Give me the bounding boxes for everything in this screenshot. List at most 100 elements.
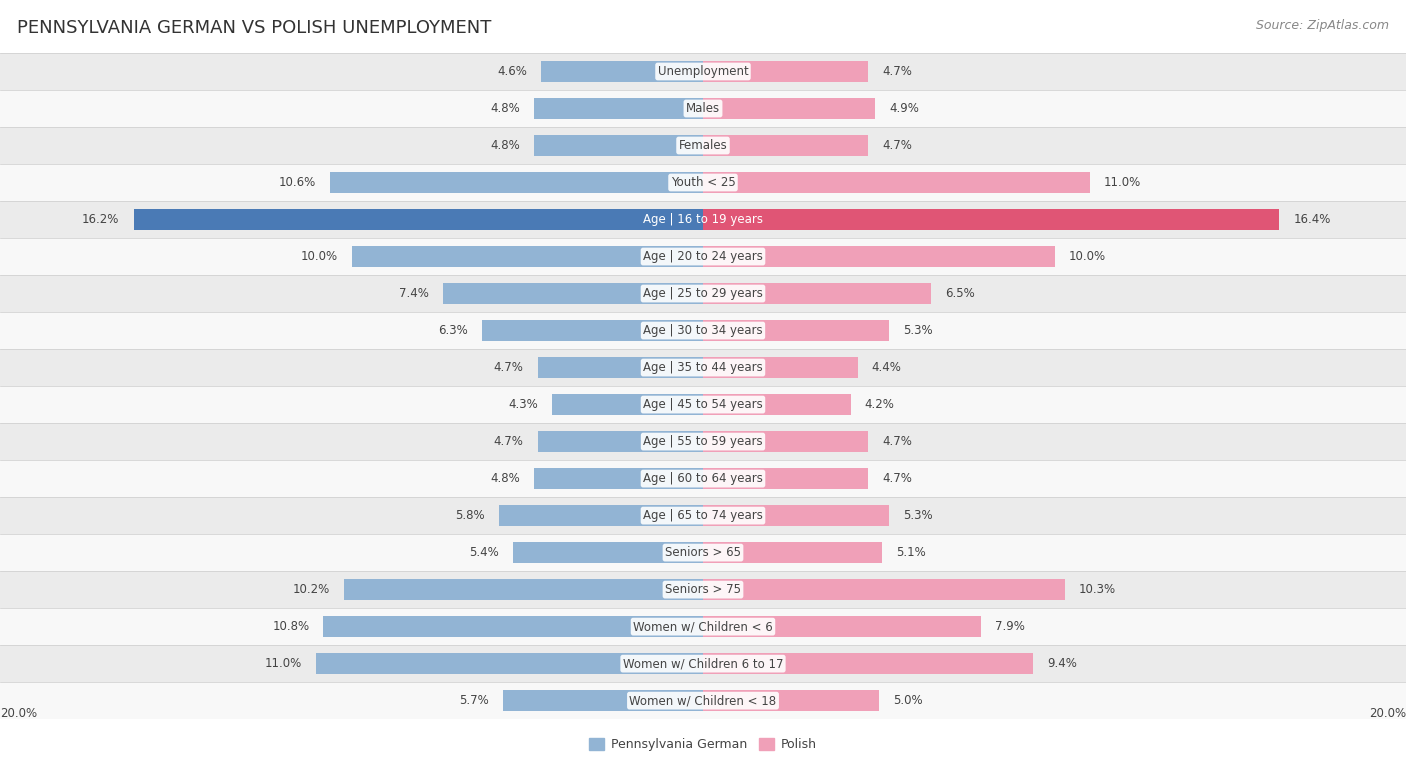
Bar (344, 579, 703, 600)
Text: 10.0%: 10.0% (1069, 250, 1105, 263)
Bar (0, 460, 1406, 497)
Text: Age | 35 to 44 years: Age | 35 to 44 years (643, 361, 763, 374)
Text: 10.0%: 10.0% (301, 250, 337, 263)
Text: Males: Males (686, 102, 720, 115)
Bar (703, 136, 869, 156)
Bar (503, 690, 703, 711)
Text: 11.0%: 11.0% (1104, 176, 1140, 189)
Bar (443, 283, 703, 304)
Bar (330, 173, 703, 193)
Bar (703, 98, 875, 119)
Bar (703, 616, 981, 637)
Text: 4.7%: 4.7% (883, 139, 912, 152)
Text: 4.8%: 4.8% (491, 472, 520, 485)
Text: Unemployment: Unemployment (658, 65, 748, 78)
Text: 4.9%: 4.9% (890, 102, 920, 115)
Bar (534, 98, 703, 119)
Text: 11.0%: 11.0% (266, 657, 302, 670)
Text: 4.7%: 4.7% (883, 65, 912, 78)
Bar (703, 653, 1033, 674)
Bar (0, 645, 1406, 682)
Text: PENNSYLVANIA GERMAN VS POLISH UNEMPLOYMENT: PENNSYLVANIA GERMAN VS POLISH UNEMPLOYME… (17, 19, 491, 37)
Bar (703, 246, 1054, 266)
Text: Women w/ Children 6 to 17: Women w/ Children 6 to 17 (623, 657, 783, 670)
Text: 10.6%: 10.6% (280, 176, 316, 189)
Bar (703, 579, 1066, 600)
Text: 16.2%: 16.2% (82, 213, 120, 226)
Bar (481, 320, 703, 341)
Text: 20.0%: 20.0% (0, 707, 37, 720)
Text: Women w/ Children < 6: Women w/ Children < 6 (633, 620, 773, 633)
Text: 5.7%: 5.7% (458, 694, 489, 707)
Text: Age | 45 to 54 years: Age | 45 to 54 years (643, 398, 763, 411)
Bar (703, 357, 858, 378)
Text: 9.4%: 9.4% (1047, 657, 1077, 670)
Text: Youth < 25: Youth < 25 (671, 176, 735, 189)
Text: 4.8%: 4.8% (491, 139, 520, 152)
Bar (703, 61, 869, 82)
Text: 10.8%: 10.8% (273, 620, 309, 633)
Text: Source: ZipAtlas.com: Source: ZipAtlas.com (1256, 19, 1389, 32)
Bar (0, 497, 1406, 534)
Bar (534, 136, 703, 156)
Text: 6.5%: 6.5% (945, 287, 976, 300)
Text: Seniors > 65: Seniors > 65 (665, 546, 741, 559)
Text: 4.7%: 4.7% (494, 361, 524, 374)
Text: 20.0%: 20.0% (1369, 707, 1406, 720)
Text: 5.3%: 5.3% (904, 509, 934, 522)
Text: 6.3%: 6.3% (437, 324, 467, 337)
Bar (551, 394, 703, 415)
Bar (0, 386, 1406, 423)
Bar (0, 90, 1406, 127)
Bar (0, 349, 1406, 386)
Text: 5.3%: 5.3% (904, 324, 934, 337)
Text: 5.4%: 5.4% (470, 546, 499, 559)
Text: 5.1%: 5.1% (897, 546, 927, 559)
Bar (0, 164, 1406, 201)
Text: 4.3%: 4.3% (508, 398, 537, 411)
Text: 4.7%: 4.7% (494, 435, 524, 448)
Bar (541, 61, 703, 82)
Bar (534, 469, 703, 489)
Bar (0, 127, 1406, 164)
Bar (0, 534, 1406, 571)
Text: 5.8%: 5.8% (456, 509, 485, 522)
Text: 4.7%: 4.7% (883, 472, 912, 485)
Bar (703, 394, 851, 415)
Bar (703, 469, 869, 489)
Text: 4.7%: 4.7% (883, 435, 912, 448)
Text: 4.2%: 4.2% (865, 398, 894, 411)
Bar (0, 608, 1406, 645)
Bar (323, 616, 703, 637)
Bar (316, 653, 703, 674)
Bar (513, 543, 703, 562)
Text: Age | 60 to 64 years: Age | 60 to 64 years (643, 472, 763, 485)
Bar (0, 275, 1406, 312)
Text: 4.4%: 4.4% (872, 361, 901, 374)
Text: 7.9%: 7.9% (995, 620, 1025, 633)
Bar (0, 53, 1406, 90)
Text: 10.2%: 10.2% (294, 583, 330, 596)
Text: 10.3%: 10.3% (1080, 583, 1116, 596)
Text: Age | 65 to 74 years: Age | 65 to 74 years (643, 509, 763, 522)
Bar (537, 357, 703, 378)
Bar (0, 201, 1406, 238)
Text: Females: Females (679, 139, 727, 152)
Bar (703, 431, 869, 452)
Bar (703, 543, 883, 562)
Bar (352, 246, 703, 266)
Text: 4.8%: 4.8% (491, 102, 520, 115)
Bar (134, 210, 703, 229)
Text: 4.6%: 4.6% (498, 65, 527, 78)
Bar (703, 210, 1279, 229)
Bar (703, 283, 932, 304)
Bar (0, 238, 1406, 275)
Text: Women w/ Children < 18: Women w/ Children < 18 (630, 694, 776, 707)
Bar (703, 690, 879, 711)
Text: Age | 20 to 24 years: Age | 20 to 24 years (643, 250, 763, 263)
Bar (703, 320, 889, 341)
Bar (499, 506, 703, 526)
Bar (0, 682, 1406, 719)
Bar (703, 506, 889, 526)
Bar (0, 571, 1406, 608)
